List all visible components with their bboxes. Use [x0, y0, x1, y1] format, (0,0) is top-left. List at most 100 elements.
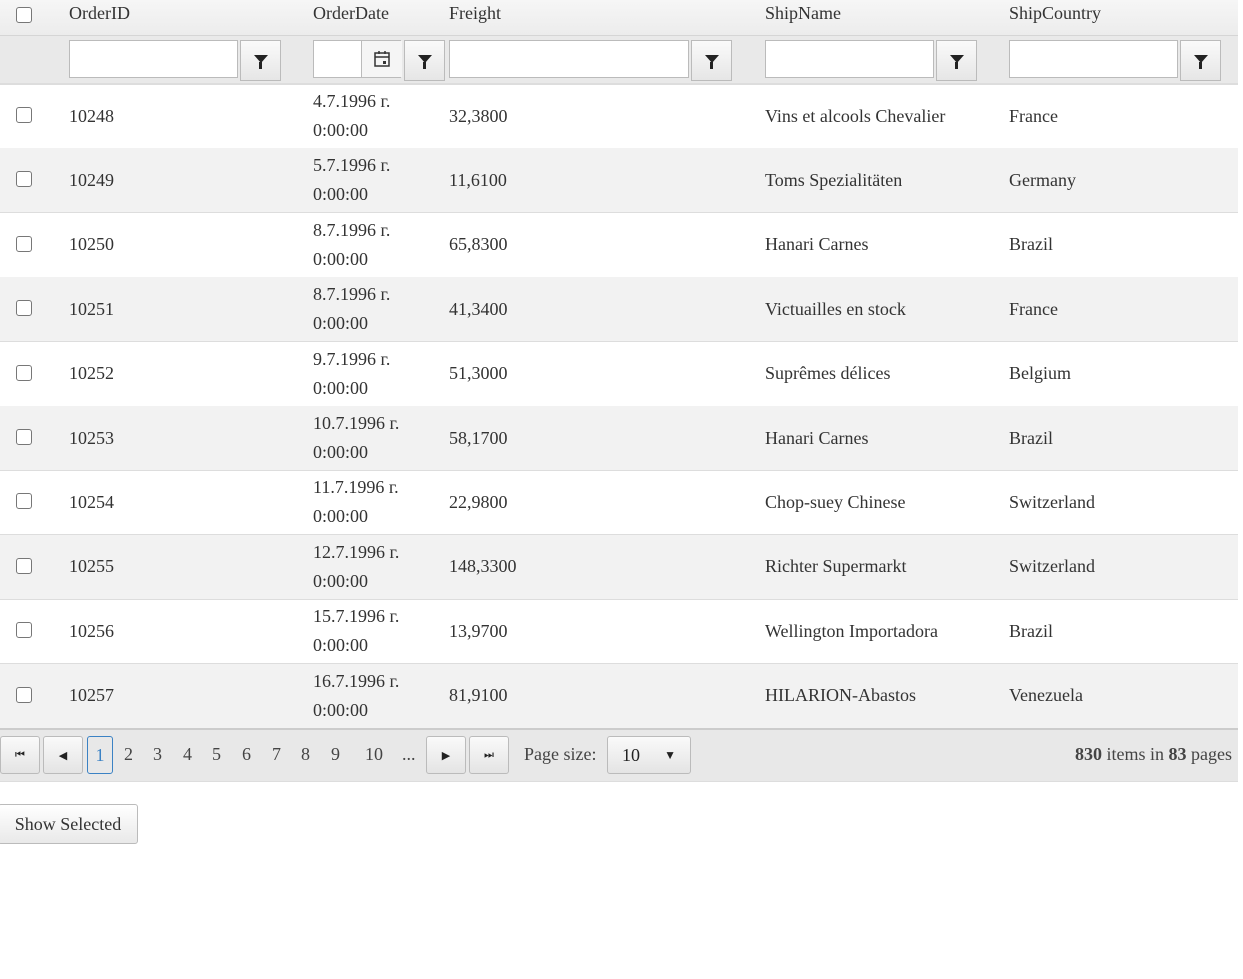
cell-orderid: 10252 [69, 363, 114, 384]
filter-icon [417, 54, 432, 69]
dropdown-arrow-icon: ▼ [664, 747, 676, 762]
cell-orderid: 10249 [69, 169, 114, 190]
row-checkbox[interactable] [16, 235, 32, 252]
page-link[interactable]: 5 [212, 744, 221, 764]
row-checkbox[interactable] [16, 622, 32, 639]
cell-shipname: Victuailles en stock [765, 298, 906, 319]
shipname-filter-input[interactable] [765, 40, 934, 78]
total-items: 830 [1075, 744, 1103, 764]
page-link[interactable]: 3 [153, 744, 162, 764]
table-row[interactable]: 10255 12.7.1996 г. 0:00:00 148,3300 Richt… [0, 534, 1238, 600]
page-size-select[interactable]: 10 ▼ [607, 736, 691, 774]
cell-shipcountry: France [1009, 105, 1058, 126]
total-pages: 83 [1168, 744, 1187, 764]
date: 10.7.1996 г. [313, 413, 400, 433]
show-selected-button[interactable]: Show Selected [0, 804, 138, 844]
cell-orderdate: 4.7.1996 г. 0:00:00 [313, 84, 390, 148]
shipcountry-filter-input[interactable] [1009, 40, 1178, 78]
time: 0:00:00 [313, 184, 369, 205]
orderid-filter-input[interactable] [69, 40, 238, 78]
table-row[interactable]: 10254 11.7.1996 г. 0:00:00 22,9800 Chop-s… [0, 470, 1238, 536]
cell-shipname: Vins et alcools Chevalier [765, 105, 946, 126]
table-row[interactable]: 10257 16.7.1996 г. 0:00:00 81,9100 HILARI… [0, 663, 1238, 729]
cell-orderid: 10254 [69, 491, 114, 512]
row-checkbox[interactable] [16, 557, 32, 574]
freight-filter-input[interactable] [449, 40, 689, 78]
filter-row [0, 36, 1238, 85]
time: 0:00:00 [313, 699, 369, 720]
cell-shipcountry: Germany [1009, 169, 1076, 190]
row-checkbox[interactable] [16, 429, 32, 445]
cell-shipname: Richter Supermarkt [765, 556, 907, 577]
header-freight[interactable]: Freight [449, 3, 501, 23]
grid-header: OrderID OrderDate Freight ShipName ShipC… [0, 0, 1238, 36]
date: 11.7.1996 г. [313, 477, 399, 498]
filter-icon [949, 54, 964, 69]
shipcountry-filter-button[interactable] [1180, 40, 1221, 81]
row-checkbox[interactable] [16, 107, 32, 123]
freight-filter-button[interactable] [691, 40, 732, 81]
cell-orderdate: 12.7.1996 г. 0:00:00 [313, 535, 399, 599]
shipname-filter-button[interactable] [936, 40, 977, 81]
cell-shipcountry: Belgium [1009, 363, 1071, 384]
row-checkbox[interactable] [16, 686, 32, 703]
cell-freight: 22,9800 [449, 491, 508, 512]
prev-page-button[interactable]: ◀ [43, 736, 83, 774]
orderid-filter-button[interactable] [240, 40, 281, 81]
table-row[interactable]: 10248 4.7.1996 г. 0:00:00 32,3800 Vins et… [0, 84, 1238, 149]
page-current[interactable]: 1 [87, 736, 113, 774]
time: 0:00:00 [313, 377, 369, 398]
page-link[interactable]: 7 [272, 744, 281, 764]
header-shipcountry[interactable]: ShipCountry [1009, 3, 1102, 23]
table-row[interactable]: 10252 9.7.1996 г. 0:00:00 51,3000 Suprême… [0, 342, 1238, 407]
table-row[interactable]: 10253 10.7.1996 г. 0:00:00 58,1700 Hanari… [0, 406, 1238, 471]
table-row[interactable]: 10249 5.7.1996 г. 0:00:00 11,6100 Toms Sp… [0, 148, 1238, 214]
cell-freight: 11,6100 [449, 169, 507, 190]
orderdate-filter-input[interactable] [313, 40, 402, 78]
page-link[interactable]: 6 [242, 744, 251, 764]
calendar-icon[interactable] [361, 41, 402, 77]
table-row[interactable]: 10251 8.7.1996 г. 0:00:00 41,3400 Victuai… [0, 277, 1238, 343]
header-shipname[interactable]: ShipName [765, 3, 841, 23]
page-link[interactable]: 9 [331, 744, 340, 764]
select-all-checkbox[interactable] [16, 7, 32, 23]
cell-shipname: Toms Spezialitäten [765, 169, 903, 190]
next-page-button[interactable]: ▶ [426, 736, 466, 774]
cell-orderid: 10251 [69, 298, 114, 319]
cell-shipcountry: Switzerland [1009, 491, 1095, 512]
cell-shipcountry: Brazil [1009, 620, 1053, 641]
page-link[interactable]: 8 [301, 744, 310, 764]
time: 0:00:00 [313, 506, 369, 527]
header-orderid[interactable]: OrderID [69, 3, 130, 23]
page-size-value: 10 [622, 744, 640, 765]
table-row[interactable]: 10250 8.7.1996 г. 0:00:00 65,8300 Hanari … [0, 213, 1238, 278]
date: 5.7.1996 г. [313, 155, 391, 176]
page-size-label: Page size: [524, 744, 597, 764]
cell-orderdate: 9.7.1996 г. 0:00:00 [313, 342, 390, 406]
page-link[interactable]: 10 [365, 744, 383, 764]
row-checkbox[interactable] [16, 493, 32, 510]
cell-orderdate: 8.7.1996 г. 0:00:00 [313, 277, 390, 341]
cell-freight: 41,3400 [449, 298, 508, 319]
filter-icon [253, 54, 268, 69]
table-row[interactable]: 10256 15.7.1996 г. 0:00:00 13,9700 Wellin… [0, 599, 1238, 665]
cell-freight: 32,3800 [449, 105, 508, 126]
date: 8.7.1996 г. [313, 284, 391, 305]
date: 9.7.1996 г. [313, 348, 391, 369]
page-link[interactable]: 4 [183, 744, 192, 764]
date: 16.7.1996 г. [313, 670, 400, 691]
cell-orderid: 10248 [69, 105, 114, 126]
time: 0:00:00 [313, 442, 369, 462]
row-checkbox[interactable] [16, 171, 32, 188]
cell-shipname: Hanari Carnes [765, 234, 869, 255]
orderdate-filter-button[interactable] [404, 40, 445, 81]
items-in-text: items in [1102, 744, 1169, 764]
page-link[interactable]: ... [402, 744, 416, 764]
first-page-button[interactable]: ⏮ [0, 736, 40, 774]
time: 0:00:00 [313, 570, 369, 591]
header-orderdate[interactable]: OrderDate [313, 3, 389, 23]
last-page-button[interactable]: ⏭ [469, 736, 509, 774]
page-link[interactable]: 2 [124, 744, 133, 764]
row-checkbox[interactable] [16, 300, 32, 317]
row-checkbox[interactable] [16, 364, 32, 381]
